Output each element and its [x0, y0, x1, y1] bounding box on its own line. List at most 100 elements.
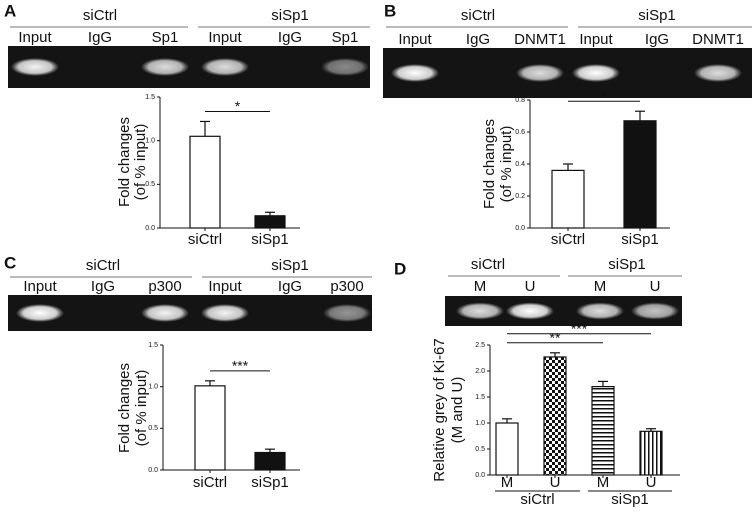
y-tick-label: 1.5 — [148, 342, 158, 349]
y-tick-label: 0.0 — [148, 467, 158, 474]
y-tick-label: 1.0 — [148, 384, 158, 391]
y-tick-label: 0.6 — [515, 129, 525, 136]
y-axis-label: (of % input) — [132, 124, 149, 201]
gel-band — [11, 58, 59, 76]
y-tick-label: 0.0 — [475, 472, 485, 479]
gel-lane-label: IgG — [278, 29, 302, 46]
y-axis-label: (of % input) — [498, 126, 515, 203]
bar — [543, 356, 567, 476]
x-tick-label: siCtrl — [193, 474, 227, 491]
y-axis-label: (of % input) — [133, 370, 150, 447]
bar — [254, 451, 286, 471]
bar — [194, 385, 226, 471]
y-tick-label: 1.0 — [145, 138, 155, 145]
gel-band — [201, 304, 249, 322]
bar — [495, 422, 519, 476]
bar — [623, 120, 657, 229]
bar — [639, 430, 663, 476]
y-axis-label: Fold changes — [116, 117, 133, 207]
y-tick-label: 0.8 — [515, 97, 525, 104]
gel-lane-label: Input — [208, 278, 242, 295]
gel-lane-label: M — [594, 278, 607, 295]
x-tick-label: U — [646, 474, 657, 491]
y-axis-label: (M and U) — [449, 377, 466, 444]
x-tick-label: siSp1 — [251, 474, 289, 491]
gel-band — [16, 304, 64, 322]
gel-lane-label: p300 — [330, 278, 363, 295]
y-tick-label: 0.4 — [515, 161, 525, 168]
gel-lane-label: IgG — [466, 31, 490, 48]
bar — [551, 169, 585, 229]
gel-band — [141, 58, 189, 76]
bar — [254, 215, 286, 229]
gel-lane-label: U — [525, 278, 536, 295]
gel-band — [516, 64, 564, 82]
significance-label: *** — [571, 321, 588, 337]
gel-band — [694, 64, 742, 82]
gel-lane-label: Input — [18, 29, 52, 46]
x-tick-label: siSp1 — [251, 231, 289, 248]
x-tick-label: siCtrl — [551, 231, 585, 248]
y-tick-label: 1.5 — [475, 394, 485, 401]
significance-label: * — [601, 88, 607, 104]
y-axis-label: Fold changes — [116, 363, 133, 453]
gel-lane-label: M — [474, 278, 487, 295]
gel-band — [506, 302, 554, 320]
gel-lane-label: IgG — [645, 31, 669, 48]
gel-group-label: siCtrl — [83, 7, 117, 24]
gel-lane-label: IgG — [88, 29, 112, 46]
y-tick-label: 1.5 — [145, 94, 155, 101]
significance-label: ** — [550, 330, 561, 346]
gel-group-label: siSp1 — [271, 257, 309, 274]
y-tick-label: 0.2 — [515, 193, 525, 200]
gel-group-label: siCtrl — [471, 256, 505, 273]
panel-letter: C — [4, 253, 16, 272]
y-axis-label: Fold changes — [481, 119, 498, 209]
gel-lane-label: IgG — [278, 278, 302, 295]
gel-lane-label: DNMT1 — [514, 31, 566, 48]
y-axis-label: Relative grey of Ki-67 — [431, 338, 448, 481]
gel-group-label: siCtrl — [461, 7, 495, 24]
gel-lane-label: IgG — [91, 278, 115, 295]
y-tick-label: 2.0 — [475, 368, 485, 375]
panel-letter: A — [4, 1, 16, 20]
gel-image — [8, 295, 372, 331]
gel-lane-label: p300 — [148, 278, 181, 295]
bar — [591, 386, 615, 476]
significance-label: * — [235, 98, 241, 114]
gel-image — [383, 48, 752, 98]
x-tick-label: M — [597, 474, 610, 491]
panel-letter: D — [394, 259, 406, 278]
y-tick-label: 0.5 — [145, 181, 155, 188]
gel-band — [201, 58, 249, 76]
y-tick-label: 0.0 — [145, 225, 155, 232]
gel-group-label: siCtrl — [86, 257, 120, 274]
gel-band — [323, 304, 371, 322]
x-tick-label: M — [501, 474, 514, 491]
gel-lane-label: Input — [579, 31, 613, 48]
gel-band — [572, 64, 620, 82]
x-tick-label: U — [550, 474, 561, 491]
bar — [189, 135, 221, 229]
gel-lane-label: Input — [208, 29, 242, 46]
y-tick-label: 2.5 — [475, 342, 485, 349]
y-tick-label: 1.0 — [475, 420, 485, 427]
gel-lane-label: Input — [398, 31, 432, 48]
x-tick-label: siCtrl — [188, 231, 222, 248]
y-tick-label: 0.0 — [515, 225, 525, 232]
gel-lane-label: Sp1 — [152, 29, 179, 46]
gel-band — [456, 302, 504, 320]
y-tick-label: 0.5 — [148, 425, 158, 432]
gel-band — [321, 58, 369, 76]
gel-band — [391, 64, 439, 82]
x-tick-label: siSp1 — [621, 231, 659, 248]
gel-group-label: siSp1 — [638, 7, 676, 24]
gel-band — [631, 302, 679, 320]
gel-group-label: siSp1 — [608, 256, 646, 273]
gel-lane-label: Input — [23, 278, 57, 295]
gel-group-label: siSp1 — [271, 7, 309, 24]
panel-letter: B — [384, 1, 396, 20]
gel-lane-label: Sp1 — [332, 29, 359, 46]
group-label: siSp1 — [611, 491, 649, 508]
